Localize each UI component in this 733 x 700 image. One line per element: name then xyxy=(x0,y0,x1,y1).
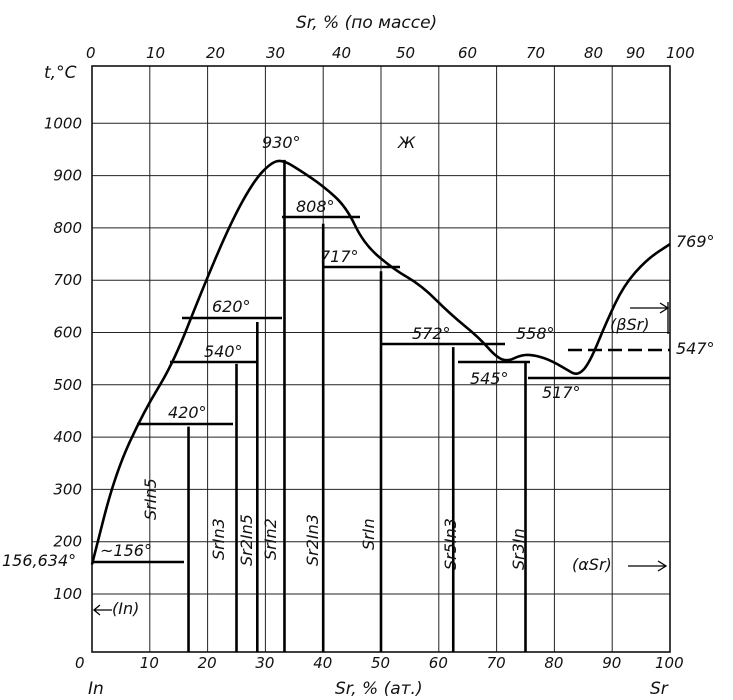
label-517: 517° xyxy=(542,383,581,402)
label-beta-sr: (βSr) xyxy=(610,315,649,334)
bottom-tick-label: 40 xyxy=(313,654,332,672)
top-tick-label: 40 xyxy=(332,44,351,62)
top-tick-label: 80 xyxy=(584,44,603,62)
right-element-label: Sr xyxy=(650,679,669,699)
phase-label-sr5in3: Sr5In3 xyxy=(441,518,460,570)
liquidus-curve xyxy=(90,159,671,565)
y-tick-label: 200 xyxy=(53,533,82,551)
bottom-tick-label: 90 xyxy=(602,654,621,672)
y-tick-label: 900 xyxy=(53,167,82,185)
label-liquid: Ж xyxy=(397,133,416,152)
label-808: 808° xyxy=(296,197,335,216)
label-156: ~156° xyxy=(100,541,152,560)
top-axis-ticks: 0 10 20 30 40 50 60 70 80 90 100 xyxy=(86,44,695,62)
top-tick-label: 50 xyxy=(396,44,415,62)
phase-label-sr2in3: Sr2In3 xyxy=(303,514,322,566)
top-axis-title: Sr, % (по массе) xyxy=(296,13,437,33)
y-tick-label: 1000 xyxy=(44,114,82,132)
label-769: 769° xyxy=(676,232,715,251)
arrow-in-phase xyxy=(92,604,112,616)
phase-label-srin3: SrIn3 xyxy=(209,518,228,560)
label-420: 420° xyxy=(168,403,207,422)
arrow-beta-sr xyxy=(630,302,670,314)
phase-label-sr3in: Sr3In xyxy=(509,528,528,570)
y-axis-ticks: 100 200 300 400 500 600 700 800 900 1000 xyxy=(44,114,82,603)
label-545: 545° xyxy=(470,369,509,388)
bottom-tick-label: 10 xyxy=(140,654,159,672)
label-717: 717° xyxy=(320,247,359,266)
phase-label-srin: SrIn xyxy=(359,518,378,550)
top-tick-label: 60 xyxy=(458,44,477,62)
phase-label-srin5: SrIn5 xyxy=(141,478,160,520)
label-930: 930° xyxy=(262,133,301,152)
bottom-tick-label: 70 xyxy=(487,654,506,672)
label-547: 547° xyxy=(676,339,715,358)
label-in-phase: (In) xyxy=(112,599,139,618)
y-tick-label: 100 xyxy=(53,585,82,603)
phase-label-sr2in5: Sr2In5 xyxy=(237,514,256,566)
label-572: 572° xyxy=(412,324,451,343)
top-tick-label: 100 xyxy=(666,44,695,62)
label-alpha-sr: (αSr) xyxy=(572,555,612,574)
phase-label-srin2: SrIn2 xyxy=(261,518,280,560)
top-tick-label: 20 xyxy=(206,44,225,62)
left-element-label: In xyxy=(88,679,104,699)
y-tick-label: 800 xyxy=(53,219,82,237)
y-tick-label: 300 xyxy=(53,480,82,498)
top-tick-label: 10 xyxy=(146,44,165,62)
label-558: 558° xyxy=(516,324,555,343)
y-tick-label: 400 xyxy=(53,428,82,446)
top-tick-label: 90 xyxy=(626,44,645,62)
arrow-alpha-sr xyxy=(628,560,668,572)
top-tick-label: 70 xyxy=(526,44,545,62)
bottom-axis-ticks: 0 10 20 30 40 50 60 70 80 90 100 xyxy=(75,654,684,672)
y-tick-label: 700 xyxy=(53,271,82,289)
compound-lines xyxy=(187,159,527,652)
bottom-tick-label: 100 xyxy=(655,654,684,672)
label-540: 540° xyxy=(204,342,243,361)
label-620: 620° xyxy=(212,297,251,316)
bottom-axis-title: Sr, % (ат.) xyxy=(335,679,423,699)
bottom-tick-label: 50 xyxy=(371,654,390,672)
y-tick-label: 600 xyxy=(53,324,82,342)
bottom-tick-label: 0 xyxy=(75,654,85,672)
top-tick-label: 30 xyxy=(266,44,285,62)
label-156634: 156,634° xyxy=(2,551,76,570)
top-tick-label: 0 xyxy=(86,44,96,62)
bottom-tick-label: 30 xyxy=(255,654,274,672)
y-tick-label: 500 xyxy=(53,376,82,394)
y-axis-title: t,°C xyxy=(44,63,77,83)
bottom-tick-label: 60 xyxy=(429,654,448,672)
bottom-tick-label: 80 xyxy=(544,654,563,672)
bottom-tick-label: 20 xyxy=(198,654,217,672)
